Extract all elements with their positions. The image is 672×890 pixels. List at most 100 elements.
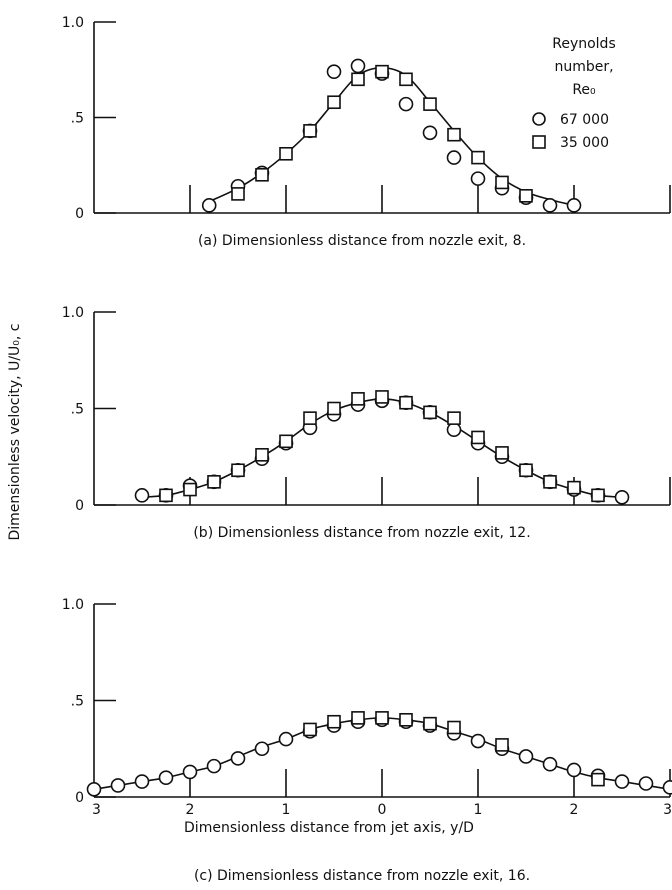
panel-b-square-point	[495, 446, 509, 460]
panel-a-circle-point	[350, 58, 366, 74]
panel-c-circle-point	[110, 778, 126, 793]
panel-c-circle-point	[278, 731, 294, 747]
panel-a-circle-point	[542, 198, 558, 213]
panel-c-circle-point	[638, 776, 654, 791]
panel-b-square-point	[519, 463, 533, 478]
legend-title-line-1: Reynolds	[552, 36, 616, 52]
panel-b-square-point	[447, 411, 461, 425]
panel-c-circle-point	[86, 781, 102, 797]
panel-c-x-tick-label: 0	[378, 802, 387, 818]
panel-a-square-point	[231, 187, 245, 201]
y-axis-title: Dimensionless velocity, U/U₀, c	[7, 324, 23, 541]
panel-a-square-point	[447, 127, 461, 142]
panel-c-circle-point	[518, 749, 534, 764]
panel-c-circle-point	[206, 758, 222, 774]
panel-c-square-point	[447, 720, 461, 735]
panel-a-circle-point	[326, 64, 342, 79]
panel-c-x-tick-label: 3	[92, 802, 101, 818]
panel-c-square-point	[375, 711, 389, 725]
panel-c-square-point	[351, 711, 365, 725]
panel-b-circle-point	[614, 489, 630, 505]
panel-c-x-tick-label: 1	[282, 802, 291, 818]
panel-a-caption: (a) Dimensionless distance from nozzle e…	[198, 233, 526, 249]
x-axis-title: Dimensionless distance from jet axis, y/…	[184, 820, 474, 836]
panel-b-square-point	[351, 392, 365, 406]
panel-a-square-point	[303, 124, 317, 138]
panel-b-square-point	[423, 405, 437, 420]
panel-a-square-point	[375, 64, 389, 79]
panel-c-square-point	[495, 738, 509, 752]
panel-c-square-point	[327, 714, 341, 729]
panel-a-circle-point	[446, 150, 462, 165]
legend-entry-67000: 67 000	[560, 112, 609, 128]
panel-a-circle-point	[398, 96, 414, 112]
panel-c-circle-point	[230, 751, 246, 766]
panel-c-y-tick-label: 1.0	[62, 597, 84, 613]
panel-b-square-point	[399, 395, 413, 410]
panel-b-square-point	[279, 434, 293, 449]
panel-a-square-point	[495, 175, 509, 190]
panel-a-circle-point	[201, 198, 217, 213]
panel-c-circle-point	[542, 756, 558, 772]
legend: Reynolds number, Re₀ 67 000 35 000	[532, 36, 616, 151]
panel-b-square-point	[207, 475, 221, 489]
panel-b-y-tick-label: .5	[71, 402, 84, 418]
panel-a-fit-curve	[208, 67, 575, 207]
panel-b-y-tick-label: 1.0	[62, 305, 84, 321]
panel-c-y-tick-label: 0	[75, 790, 84, 806]
panel-b-square-point	[471, 430, 485, 445]
panel-a-circle-point	[422, 125, 438, 141]
panel-a-circle-point	[566, 198, 582, 213]
panel-a: 0 .5 1.0 (a) Dimensionless distance from no…	[62, 15, 671, 249]
panel-c-circle-point	[566, 762, 582, 778]
panel-b-square-point	[567, 480, 581, 495]
panel-b: 0 .5 1.0 (b) Dimensionless distance from no…	[62, 305, 671, 541]
panel-c-circle-point	[134, 774, 150, 789]
panel-b-square-point	[159, 488, 173, 503]
panel-c: 0 .5 1.0 3 2 1 0 1 2 3 (c) Dimensionless distance …	[62, 597, 672, 884]
panel-c-circle-point	[470, 733, 486, 749]
panel-b-caption: (b) Dimensionless distance from nozzle e…	[193, 525, 530, 541]
panel-b-square-point	[231, 463, 245, 478]
panel-b-square-point	[327, 401, 341, 416]
panel-c-x-tick-label: 1	[474, 802, 483, 818]
panel-c-circle-point	[158, 770, 174, 786]
legend-square-marker	[532, 135, 546, 149]
panel-a-square-point	[471, 150, 485, 165]
panel-c-circle-point	[662, 780, 672, 795]
panel-c-square-point	[399, 712, 413, 727]
panel-a-y-tick-label: .5	[71, 111, 84, 127]
panel-c-x-tick-label: 3	[663, 802, 672, 818]
panel-b-square-point	[183, 482, 197, 497]
panel-c-square-point	[591, 772, 605, 787]
panel-a-circle-point	[470, 171, 486, 186]
legend-circle-marker	[532, 112, 546, 126]
panel-c-x-tick-label: 2	[570, 802, 579, 818]
legend-title-line-3: Re₀	[572, 82, 596, 98]
panel-b-square-point	[255, 448, 269, 462]
panel-c-circle-point	[182, 764, 198, 780]
panel-a-square-point	[279, 146, 293, 161]
panel-a-y-tick-label: 1.0	[62, 15, 84, 31]
panel-b-circle-point	[134, 488, 150, 503]
panel-b-square-point	[591, 488, 605, 503]
panel-c-square-point	[303, 722, 317, 737]
legend-title-line-2: number,	[554, 59, 613, 75]
panel-c-circle-point	[254, 741, 270, 757]
panel-a-square-point	[423, 97, 437, 111]
panel-c-caption: (c) Dimensionless distance from nozzle e…	[194, 868, 530, 884]
panel-a-square-point	[519, 189, 533, 203]
panel-b-square-point	[375, 390, 389, 404]
panel-b-square-point	[543, 475, 557, 489]
panel-a-square-point	[327, 95, 341, 110]
panel-c-y-tick-label: .5	[71, 694, 84, 710]
panel-b-circle-point	[446, 422, 462, 438]
panel-c-circle-point	[614, 774, 630, 789]
panel-c-x-tick-label: 2	[186, 802, 195, 818]
panel-a-y-tick-label: 0	[75, 206, 84, 222]
legend-entry-35000: 35 000	[560, 135, 609, 151]
panel-a-square-point	[399, 72, 413, 87]
panel-c-square-point	[423, 716, 437, 731]
panel-b-square-point	[303, 411, 317, 425]
